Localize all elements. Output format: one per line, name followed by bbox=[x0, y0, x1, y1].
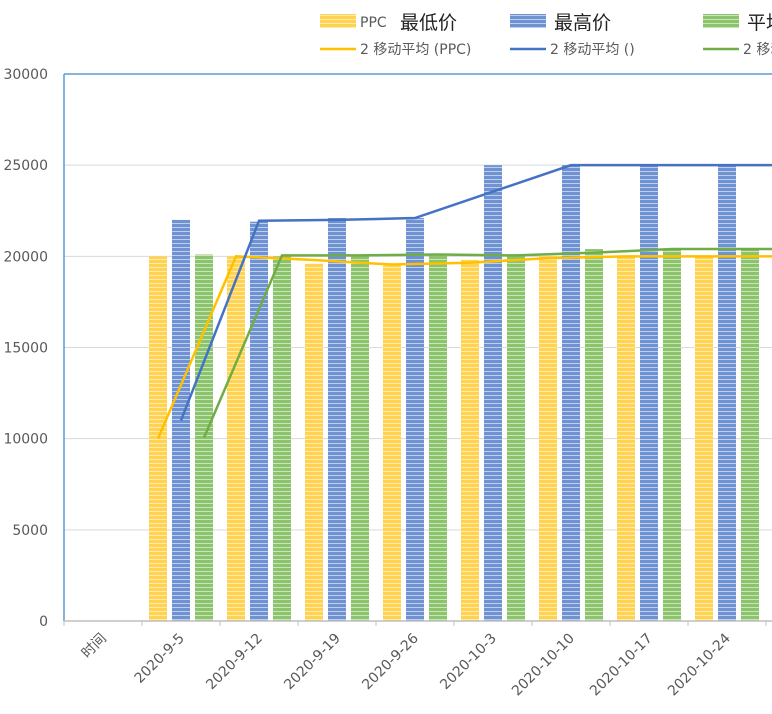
bar-1-5 bbox=[461, 259, 479, 621]
bar-2-5 bbox=[484, 165, 502, 621]
legend-prefix: PPC bbox=[360, 15, 387, 31]
y-tick-label: 20000 bbox=[3, 249, 48, 265]
legend-trend-label-1: 2 移动平均 (PPC) bbox=[360, 42, 471, 58]
axes bbox=[63, 73, 772, 626]
bar-2-1 bbox=[172, 219, 190, 621]
y-tick-label: 0 bbox=[39, 614, 48, 630]
y-tick-label: 25000 bbox=[3, 158, 48, 174]
bar-3-5 bbox=[507, 256, 525, 621]
x-tick-label: 2020-10-10 bbox=[509, 631, 578, 700]
bar-1-4 bbox=[383, 265, 401, 621]
bar-2-6 bbox=[562, 165, 580, 621]
x-tick-label: 2020-10-24 bbox=[665, 630, 734, 699]
y-axis-ticks: 0 5000 10000 15000 20000 25000 30000 bbox=[3, 67, 48, 630]
trendline-1 bbox=[156, 255, 772, 440]
legend-swatch-1 bbox=[320, 14, 356, 28]
bar-2-7 bbox=[640, 165, 658, 621]
bars bbox=[149, 165, 759, 622]
trendline-2 bbox=[179, 163, 772, 421]
x-tick-label: 2020-9-5 bbox=[132, 631, 188, 687]
y-tick-label: 10000 bbox=[3, 432, 48, 448]
legend-label-3: 平均价 bbox=[747, 12, 772, 34]
trendline-3 bbox=[202, 247, 772, 439]
legend-label-2: 最高价 bbox=[554, 12, 611, 34]
bar-3-3 bbox=[351, 254, 369, 621]
y-tick-label: 5000 bbox=[12, 523, 48, 539]
bar-1-1 bbox=[149, 256, 167, 621]
bar-2-4 bbox=[406, 218, 424, 621]
bar-1-7 bbox=[617, 256, 635, 621]
bar-3-8 bbox=[741, 249, 759, 622]
x-tick-label: 2020-10-3 bbox=[437, 631, 500, 694]
bar-2-3 bbox=[328, 218, 346, 621]
x-tick-label: 2020-9-19 bbox=[281, 631, 344, 694]
bar-1-3 bbox=[305, 263, 323, 621]
x-axis-ticks: 时间 2020-9-5 2020-9-12 2020-9-19 2020-9-26 202… bbox=[79, 630, 734, 699]
trendlines bbox=[156, 163, 772, 440]
x-tick-label: 2020-10-17 bbox=[587, 631, 656, 700]
y-tick-label: 30000 bbox=[3, 67, 48, 83]
y-tick-label: 15000 bbox=[3, 341, 48, 357]
legend-trend-label-2: 2 移动平均 () bbox=[550, 42, 635, 58]
legend-swatch-3 bbox=[703, 14, 739, 28]
bar-1-6 bbox=[539, 256, 557, 621]
x-tick-label: 2020-9-12 bbox=[203, 631, 266, 694]
bar-3-2 bbox=[273, 256, 291, 621]
bar-2-8 bbox=[718, 165, 736, 621]
bar-3-7 bbox=[663, 249, 681, 622]
legend-label-1: 最低价 bbox=[400, 12, 457, 34]
legend: PPC 最低价 最高价 平均价 2 移动平均 (PPC) 2 移动平均 () 2 移动平均 bbox=[320, 12, 772, 58]
legend-trend-label-3: 2 移动平均 bbox=[743, 42, 772, 58]
bar-2-2 bbox=[250, 221, 268, 621]
x-tick-label: 2020-9-26 bbox=[359, 630, 422, 693]
bar-1-8 bbox=[695, 256, 713, 621]
x-tick-label: 时间 bbox=[79, 631, 110, 662]
legend-swatch-2 bbox=[510, 14, 546, 28]
bar-3-4 bbox=[429, 254, 447, 621]
bar-1-2 bbox=[227, 256, 245, 621]
bar-3-6 bbox=[585, 249, 603, 622]
